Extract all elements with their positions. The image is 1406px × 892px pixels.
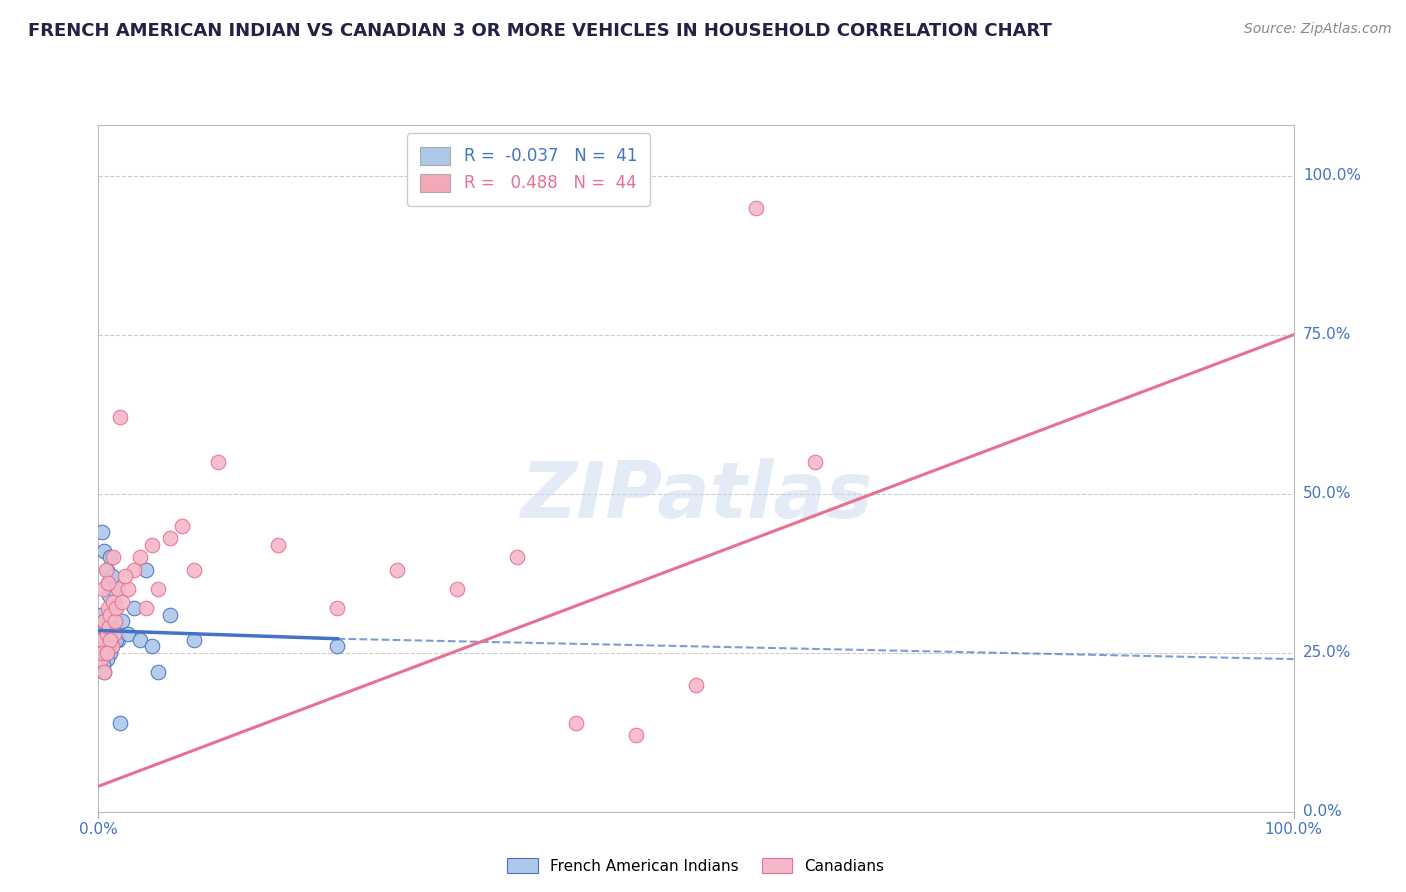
Point: [91, 633, 114, 648]
Point: [183, 633, 205, 648]
Point: [506, 550, 529, 565]
Point: [104, 601, 127, 615]
Point: [135, 563, 157, 577]
Point: [101, 595, 124, 609]
Point: [159, 531, 181, 545]
Point: [111, 595, 134, 609]
Point: [104, 614, 127, 628]
Point: [565, 715, 588, 730]
Point: [111, 614, 134, 628]
Point: [90, 607, 112, 622]
Point: [98, 633, 122, 648]
Point: [91, 614, 114, 628]
Point: [96, 646, 118, 660]
Point: [90, 652, 112, 666]
Point: [93, 665, 115, 679]
Point: [93, 640, 115, 654]
Point: [97, 601, 120, 615]
Point: [97, 640, 120, 654]
Text: 25.0%: 25.0%: [1303, 645, 1351, 660]
Point: [93, 544, 115, 558]
Point: [105, 601, 128, 615]
Point: [108, 715, 131, 730]
Text: FRENCH AMERICAN INDIAN VS CANADIAN 3 OR MORE VEHICLES IN HOUSEHOLD CORRELATION C: FRENCH AMERICAN INDIAN VS CANADIAN 3 OR …: [28, 22, 1052, 40]
Point: [183, 563, 205, 577]
Point: [94, 626, 117, 640]
Point: [96, 626, 118, 640]
Point: [94, 563, 117, 577]
Point: [93, 665, 115, 679]
Point: [124, 563, 146, 577]
Point: [385, 563, 409, 577]
Point: [148, 665, 170, 679]
Point: [100, 569, 122, 583]
Point: [91, 524, 114, 539]
Point: [141, 538, 163, 552]
Point: [172, 518, 194, 533]
Text: Source: ZipAtlas.com: Source: ZipAtlas.com: [1244, 22, 1392, 37]
Point: [96, 563, 118, 577]
Point: [100, 640, 122, 654]
Point: [624, 728, 647, 742]
Point: [207, 455, 229, 469]
Point: [745, 201, 768, 215]
Point: [108, 410, 131, 425]
Point: [101, 620, 124, 634]
Point: [101, 582, 124, 596]
Point: [93, 614, 115, 628]
Point: [148, 582, 170, 596]
Point: [135, 601, 157, 615]
Point: [107, 633, 129, 648]
Point: [98, 589, 121, 603]
Point: [91, 646, 114, 660]
Point: [105, 633, 128, 648]
Text: 75.0%: 75.0%: [1303, 327, 1351, 343]
Point: [446, 582, 468, 596]
Legend: French American Indians, Canadians: French American Indians, Canadians: [502, 852, 890, 880]
Text: 50.0%: 50.0%: [1303, 486, 1351, 501]
Text: 100.0%: 100.0%: [1303, 169, 1361, 183]
Point: [129, 550, 152, 565]
Point: [326, 601, 349, 615]
Point: [107, 582, 129, 596]
Point: [114, 569, 136, 583]
Point: [103, 595, 125, 609]
Text: 0.0%: 0.0%: [1303, 805, 1341, 819]
Point: [129, 633, 152, 648]
Point: [91, 633, 114, 648]
Point: [98, 607, 122, 622]
Point: [97, 575, 120, 590]
Point: [105, 620, 128, 634]
Point: [103, 633, 125, 648]
Point: [267, 538, 290, 552]
Text: ZIPatlas: ZIPatlas: [520, 458, 872, 533]
Point: [91, 582, 114, 596]
Point: [98, 646, 122, 660]
Point: [103, 626, 125, 640]
Point: [100, 640, 122, 654]
Point: [94, 646, 117, 660]
Point: [326, 640, 349, 654]
Point: [98, 550, 122, 565]
Point: [141, 640, 163, 654]
Point: [104, 626, 127, 640]
Point: [91, 658, 114, 673]
Point: [97, 626, 120, 640]
Point: [98, 620, 121, 634]
Point: [159, 607, 181, 622]
Point: [804, 455, 827, 469]
Point: [96, 652, 118, 666]
Point: [685, 677, 707, 691]
Point: [98, 614, 121, 628]
Point: [117, 582, 139, 596]
Point: [124, 601, 146, 615]
Point: [97, 575, 120, 590]
Point: [117, 626, 139, 640]
Point: [101, 550, 124, 565]
